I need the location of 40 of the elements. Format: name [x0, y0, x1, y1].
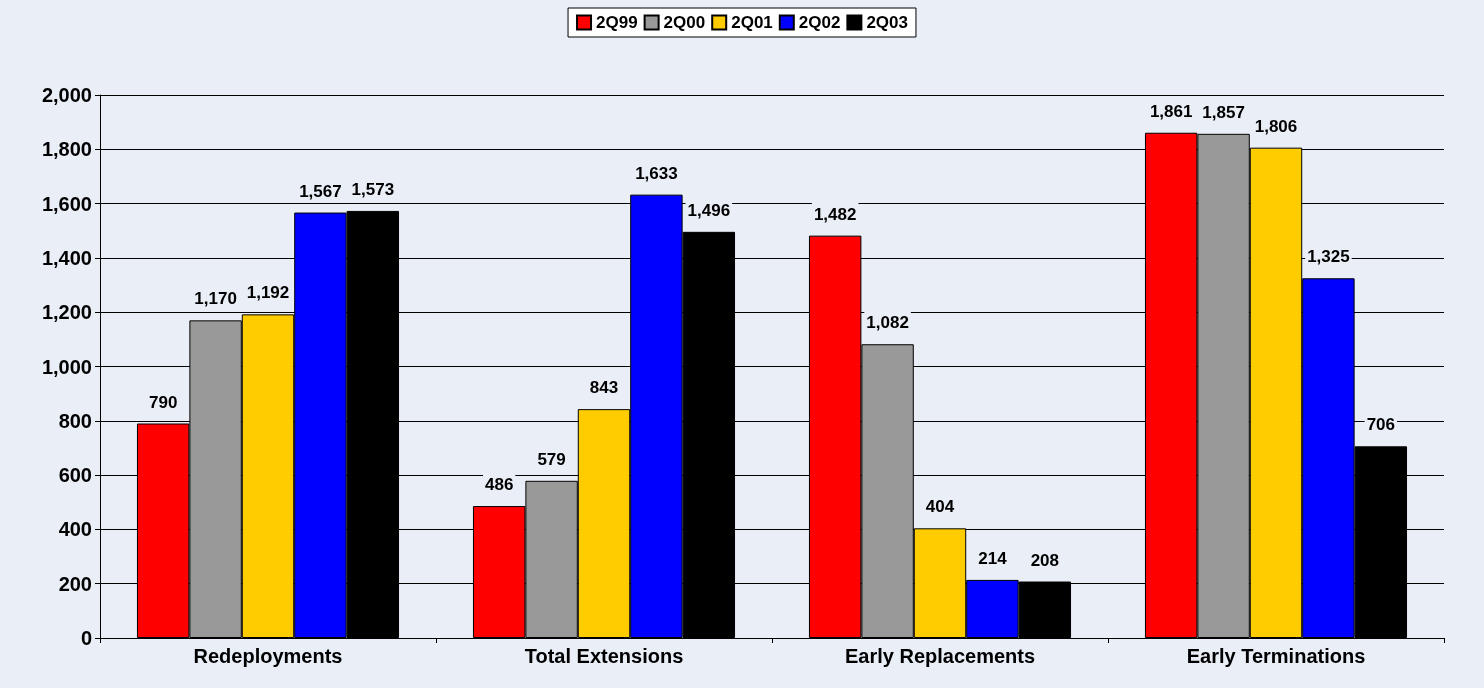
data-label: 1,082 [866, 313, 909, 333]
data-label: 579 [537, 449, 566, 469]
y-tick-label: 1,400 [41, 246, 92, 269]
data-label: 404 [925, 497, 955, 517]
legend-label: 2Q02 [798, 13, 841, 32]
legend-label: 2Q99 [596, 13, 638, 32]
data-label: 1,633 [635, 163, 678, 183]
data-label: 486 [484, 475, 514, 495]
y-tick-label: 800 [58, 409, 92, 432]
data-label: 214 [978, 548, 1008, 568]
y-tick-label: 1,800 [41, 138, 92, 161]
data-label: 1,192 [246, 283, 290, 303]
y-tick-label: 200 [58, 572, 92, 595]
data-label: 1,170 [194, 289, 237, 309]
y-tick-label: 400 [58, 518, 92, 541]
x-tick-label: Early Terminations [1186, 645, 1366, 667]
legend-label: 2Q00 [663, 13, 706, 32]
data-label: 1,567 [299, 181, 342, 201]
data-label: 790 [148, 392, 178, 412]
y-tick-label: 0 [80, 627, 92, 649]
legend-label: 2Q01 [731, 13, 773, 32]
data-label: 1,325 [1307, 247, 1350, 267]
data-label: 843 [589, 378, 619, 398]
data-label: 1,573 [351, 179, 395, 199]
x-tick-label: Early Replacements [844, 645, 1036, 667]
data-label: 1,857 [1202, 102, 1245, 122]
data-label: 1,806 [1254, 116, 1298, 136]
data-label: 1,496 [687, 200, 731, 220]
y-tick-label: 1,200 [41, 301, 92, 324]
y-tick-label: 600 [58, 464, 92, 487]
x-tick-label: Redeployments [193, 645, 343, 667]
data-label: 1,482 [813, 204, 857, 224]
y-tick-label: 2,000 [41, 84, 92, 106]
data-label: 706 [1366, 415, 1396, 435]
legend-label: 2Q03 [866, 13, 908, 32]
data-label: 208 [1030, 550, 1060, 570]
y-tick-label: 1,600 [41, 192, 92, 215]
data-label: 1,861 [1149, 101, 1193, 121]
x-tick-label: Total Extensions [524, 645, 684, 667]
y-tick-label: 1,000 [41, 355, 92, 378]
